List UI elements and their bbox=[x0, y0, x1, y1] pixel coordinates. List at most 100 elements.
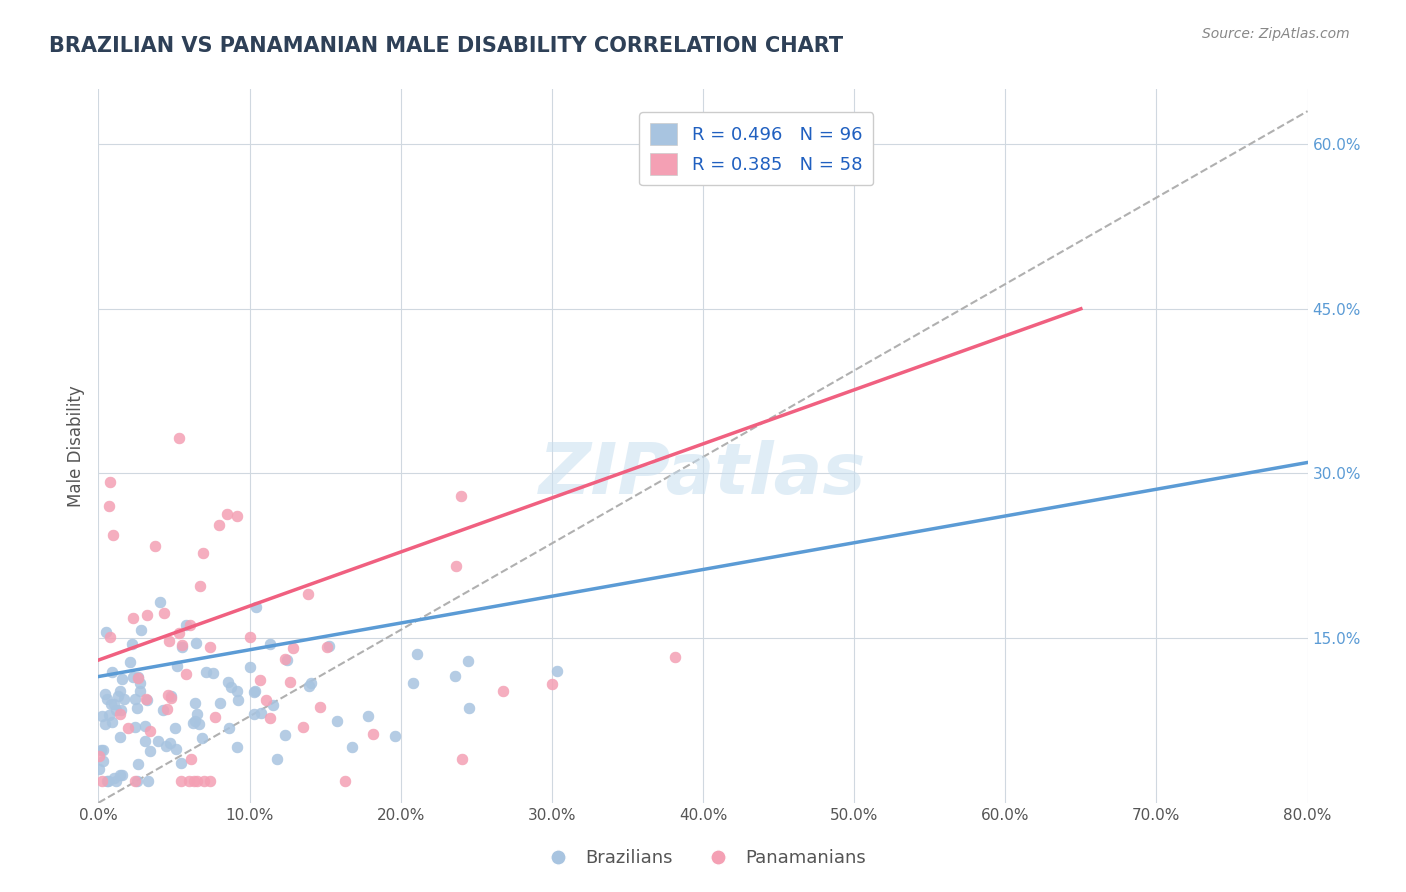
Point bbox=[94, 717, 117, 731]
Point bbox=[135, 692, 157, 706]
Point bbox=[134, 734, 156, 748]
Point bbox=[297, 587, 319, 601]
Point bbox=[124, 720, 146, 734]
Point bbox=[202, 666, 225, 681]
Point bbox=[124, 773, 146, 788]
Y-axis label: Male Disability: Male Disability bbox=[66, 385, 84, 507]
Point bbox=[129, 623, 152, 637]
Point bbox=[225, 740, 247, 755]
Point bbox=[218, 721, 240, 735]
Point bbox=[125, 700, 148, 714]
Point bbox=[97, 499, 120, 513]
Point bbox=[254, 692, 277, 706]
Point bbox=[363, 727, 385, 741]
Point bbox=[226, 693, 249, 707]
Text: BRAZILIAN VS PANAMANIAN MALE DISABILITY CORRELATION CHART: BRAZILIAN VS PANAMANIAN MALE DISABILITY … bbox=[49, 36, 844, 55]
Point bbox=[191, 546, 214, 560]
Point bbox=[108, 707, 131, 722]
Point bbox=[184, 696, 207, 710]
Point bbox=[186, 773, 208, 788]
Point bbox=[243, 684, 266, 698]
Point bbox=[259, 711, 281, 725]
Point bbox=[546, 665, 568, 679]
Point bbox=[169, 625, 191, 640]
Point bbox=[225, 684, 247, 698]
Point bbox=[245, 599, 267, 614]
Point bbox=[91, 754, 114, 768]
Point bbox=[207, 517, 229, 532]
Point bbox=[444, 669, 467, 683]
Point bbox=[125, 773, 148, 788]
Point bbox=[184, 714, 207, 728]
Point bbox=[98, 630, 121, 644]
Point bbox=[193, 773, 215, 788]
Point bbox=[262, 698, 284, 712]
Point bbox=[243, 685, 266, 699]
Point bbox=[157, 634, 180, 648]
Point bbox=[172, 640, 194, 654]
Point bbox=[101, 665, 124, 679]
Point bbox=[342, 739, 364, 754]
Point bbox=[127, 671, 149, 685]
Point bbox=[170, 756, 193, 770]
Point bbox=[194, 665, 217, 679]
Point bbox=[93, 743, 115, 757]
Point bbox=[170, 773, 193, 788]
Point bbox=[458, 701, 481, 715]
Point bbox=[101, 715, 124, 730]
Point bbox=[112, 691, 135, 706]
Point bbox=[139, 744, 162, 758]
Point bbox=[325, 714, 347, 729]
Point bbox=[157, 688, 180, 702]
Point bbox=[91, 709, 114, 723]
Point bbox=[124, 692, 146, 706]
Point bbox=[108, 768, 131, 782]
Point bbox=[91, 773, 114, 788]
Point bbox=[108, 683, 131, 698]
Point bbox=[217, 675, 239, 690]
Point bbox=[308, 699, 330, 714]
Point bbox=[250, 706, 273, 720]
Point bbox=[226, 509, 249, 524]
Point bbox=[111, 768, 134, 782]
Point bbox=[243, 706, 266, 721]
Point bbox=[172, 638, 194, 652]
Point bbox=[105, 773, 128, 788]
Point bbox=[107, 689, 129, 703]
Point bbox=[134, 718, 156, 732]
Point bbox=[174, 618, 197, 632]
Point bbox=[298, 679, 321, 693]
Point bbox=[94, 624, 117, 639]
Point bbox=[450, 752, 472, 766]
Point bbox=[120, 656, 142, 670]
Point bbox=[136, 773, 159, 788]
Point bbox=[219, 680, 242, 694]
Point bbox=[457, 654, 479, 668]
Point bbox=[121, 637, 143, 651]
Point bbox=[492, 683, 515, 698]
Point bbox=[97, 773, 120, 788]
Point bbox=[149, 595, 172, 609]
Point bbox=[159, 689, 181, 703]
Text: ZIPatlas: ZIPatlas bbox=[540, 440, 866, 509]
Point bbox=[127, 670, 149, 684]
Point bbox=[190, 731, 212, 746]
Point bbox=[129, 684, 152, 698]
Point bbox=[159, 735, 181, 749]
Point bbox=[155, 739, 177, 753]
Point bbox=[145, 539, 167, 553]
Point bbox=[127, 757, 149, 772]
Point bbox=[166, 659, 188, 673]
Point bbox=[540, 677, 562, 691]
Point bbox=[110, 703, 132, 717]
Point bbox=[274, 728, 297, 742]
Point bbox=[186, 707, 208, 722]
Point bbox=[318, 640, 340, 654]
Point bbox=[209, 696, 232, 710]
Point bbox=[108, 730, 131, 744]
Point bbox=[266, 752, 288, 766]
Point bbox=[163, 721, 186, 735]
Point bbox=[122, 669, 145, 683]
Point bbox=[183, 715, 205, 730]
Point bbox=[90, 743, 112, 757]
